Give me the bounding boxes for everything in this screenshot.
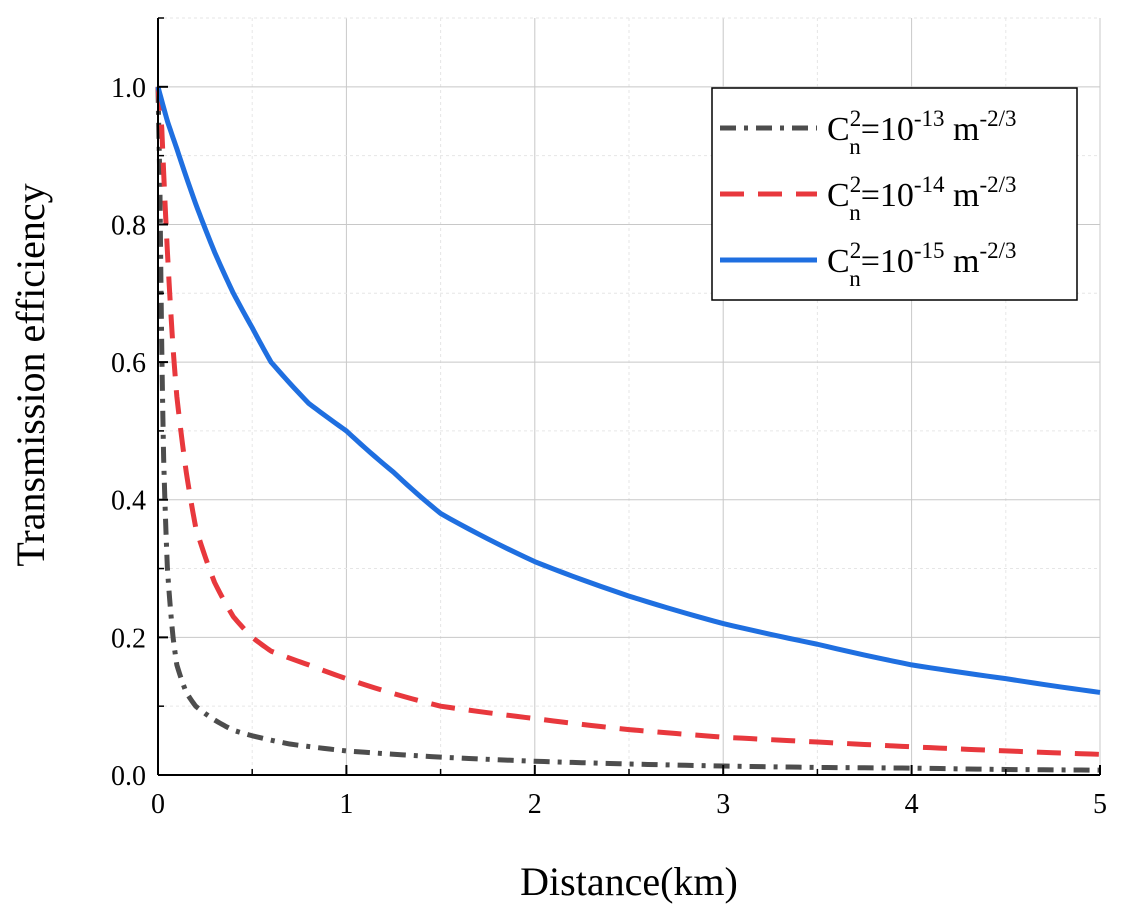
legend-label: C2 n=10-13 m-2/3 bbox=[827, 106, 1017, 159]
y-axis-title: Transmission efficiency bbox=[8, 183, 53, 566]
legend: C2 n=10-13 m-2/3 C2 n=10-14 m-2/3 C2 n=10-15 … bbox=[711, 87, 1078, 301]
legend-label: C2 n=10-15 m-2/3 bbox=[827, 238, 1017, 291]
y-tick-label: 0.6 bbox=[111, 348, 146, 379]
y-tick-label: 0.2 bbox=[111, 623, 146, 654]
x-tick-label: 3 bbox=[716, 789, 730, 820]
x-tick-label: 5 bbox=[1093, 789, 1107, 820]
series-line-1 bbox=[155, 86, 1101, 773]
y-tick-label: 0.4 bbox=[111, 486, 146, 517]
y-tick-label: 0.8 bbox=[111, 210, 146, 241]
legend-label: C2 n=10-14 m-2/3 bbox=[827, 172, 1017, 225]
x-axis-title: Distance(km) bbox=[520, 859, 738, 904]
x-tick-label: 0 bbox=[151, 789, 165, 820]
x-tick-label: 2 bbox=[528, 789, 542, 820]
y-tick-label: 0.0 bbox=[111, 761, 146, 792]
series-line-2 bbox=[155, 86, 1101, 757]
series-line-3 bbox=[155, 86, 1101, 695]
x-tick-label: 4 bbox=[905, 789, 919, 820]
y-tick-label: 1.0 bbox=[111, 73, 146, 104]
x-tick-label: 1 bbox=[339, 789, 353, 820]
ticks: 0 1 2 3 4 5 0.0 0.2 0.4 0.6 0.8 1.0 bbox=[111, 17, 1107, 820]
series-lines bbox=[155, 86, 1101, 773]
